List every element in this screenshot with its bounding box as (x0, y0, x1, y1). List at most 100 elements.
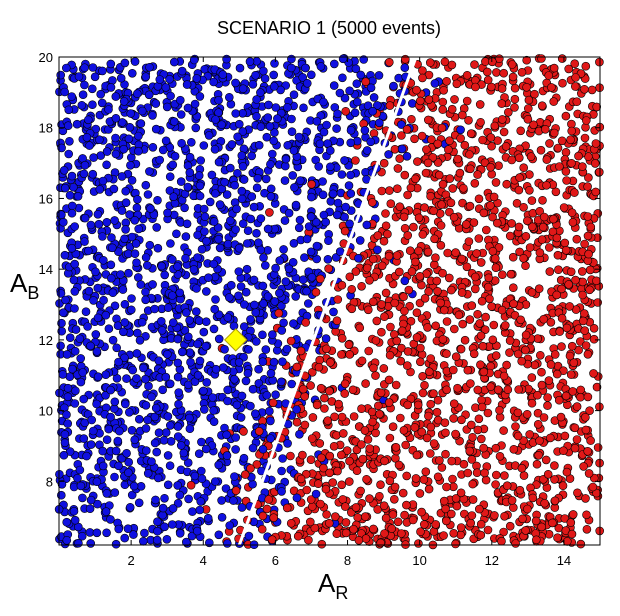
data-point-red (437, 200, 446, 209)
data-point-red (447, 104, 457, 114)
data-point-blue (250, 300, 259, 310)
data-point-red (377, 300, 386, 309)
data-point-blue (118, 118, 127, 127)
data-point-blue (269, 357, 279, 367)
data-point-red (417, 131, 427, 141)
data-point-red (568, 387, 578, 396)
data-point-red (399, 212, 409, 222)
data-point-blue (145, 240, 155, 250)
data-point-red (298, 450, 307, 460)
data-point-blue (77, 531, 87, 541)
data-point-blue (268, 330, 277, 339)
data-point-red (365, 444, 375, 453)
data-point-blue (350, 108, 360, 118)
data-point-red (519, 203, 528, 212)
data-point-blue (99, 255, 108, 265)
data-point-blue (251, 409, 260, 419)
data-point-red (489, 192, 499, 202)
data-point-red (454, 310, 464, 320)
data-point-red (591, 187, 601, 197)
data-point-red (592, 102, 602, 112)
data-point-blue (182, 80, 192, 89)
data-point-red (545, 433, 555, 443)
data-point-blue (111, 539, 121, 549)
data-point-red (302, 485, 312, 495)
data-point-red (439, 305, 449, 315)
data-point-blue (252, 95, 261, 104)
data-point-red (397, 326, 407, 336)
data-point-blue (91, 330, 101, 339)
data-point-red (539, 413, 549, 422)
data-point-blue (120, 353, 129, 363)
data-point-red (456, 530, 466, 540)
data-point-red (592, 276, 601, 286)
data-point-blue (195, 191, 205, 201)
data-point-red (390, 145, 400, 154)
data-point-red (322, 510, 331, 519)
data-point-red (337, 350, 346, 359)
data-point-red (385, 186, 394, 195)
data-point-red (415, 489, 425, 498)
data-point-blue (284, 264, 294, 274)
data-point-red (308, 413, 318, 422)
data-point-blue (231, 109, 240, 118)
data-point-blue (181, 253, 190, 263)
data-point-red (540, 498, 549, 508)
data-point-red (561, 148, 571, 157)
data-point-red (529, 120, 538, 130)
data-point-red (401, 440, 411, 450)
data-point-blue (234, 357, 244, 367)
data-point-red (499, 371, 509, 381)
data-point-red (433, 139, 443, 149)
data-point-red (457, 254, 467, 264)
data-point-blue (230, 180, 239, 190)
data-point-blue (134, 498, 144, 508)
data-point-blue (275, 256, 285, 265)
data-point-blue (286, 63, 296, 73)
data-point-blue (110, 472, 119, 482)
data-point-red (527, 288, 537, 297)
data-point-red (360, 512, 370, 521)
data-point-red (419, 520, 429, 529)
data-point-red (465, 315, 475, 324)
data-point-blue (247, 192, 257, 201)
data-point-red (572, 402, 582, 411)
data-point-red (371, 336, 381, 345)
data-point-red (408, 515, 418, 525)
data-point-blue (161, 136, 171, 146)
data-point-red (583, 349, 593, 359)
data-point-red (551, 187, 561, 197)
data-point-red (380, 312, 389, 322)
data-point-blue (394, 73, 404, 83)
data-point-red (493, 385, 503, 395)
data-point-red (510, 94, 520, 104)
data-point-red (513, 349, 523, 359)
data-point-blue (256, 245, 266, 255)
data-point-red (442, 77, 451, 86)
data-point-red (515, 173, 524, 182)
data-point-red (325, 386, 334, 396)
data-point-red (306, 495, 316, 504)
data-point-red (497, 270, 507, 280)
data-point-red (358, 454, 368, 464)
data-point-blue (253, 174, 263, 183)
data-point-red (492, 218, 502, 228)
data-point-red (418, 371, 427, 381)
data-point-blue (360, 126, 370, 135)
data-point-blue (98, 176, 108, 186)
data-point-red (403, 347, 413, 356)
data-point-blue (154, 428, 164, 438)
data-point-blue (251, 308, 260, 317)
data-point-red (570, 188, 579, 197)
data-point-blue (258, 281, 268, 291)
data-point-red (403, 231, 413, 240)
data-point-red (559, 446, 568, 456)
data-point-red (341, 107, 351, 116)
data-point-red (543, 393, 552, 402)
data-point-red (581, 494, 590, 503)
data-point-blue (124, 468, 133, 477)
data-point-red (381, 209, 390, 218)
data-point-blue (232, 400, 242, 410)
data-point-red (293, 531, 303, 541)
